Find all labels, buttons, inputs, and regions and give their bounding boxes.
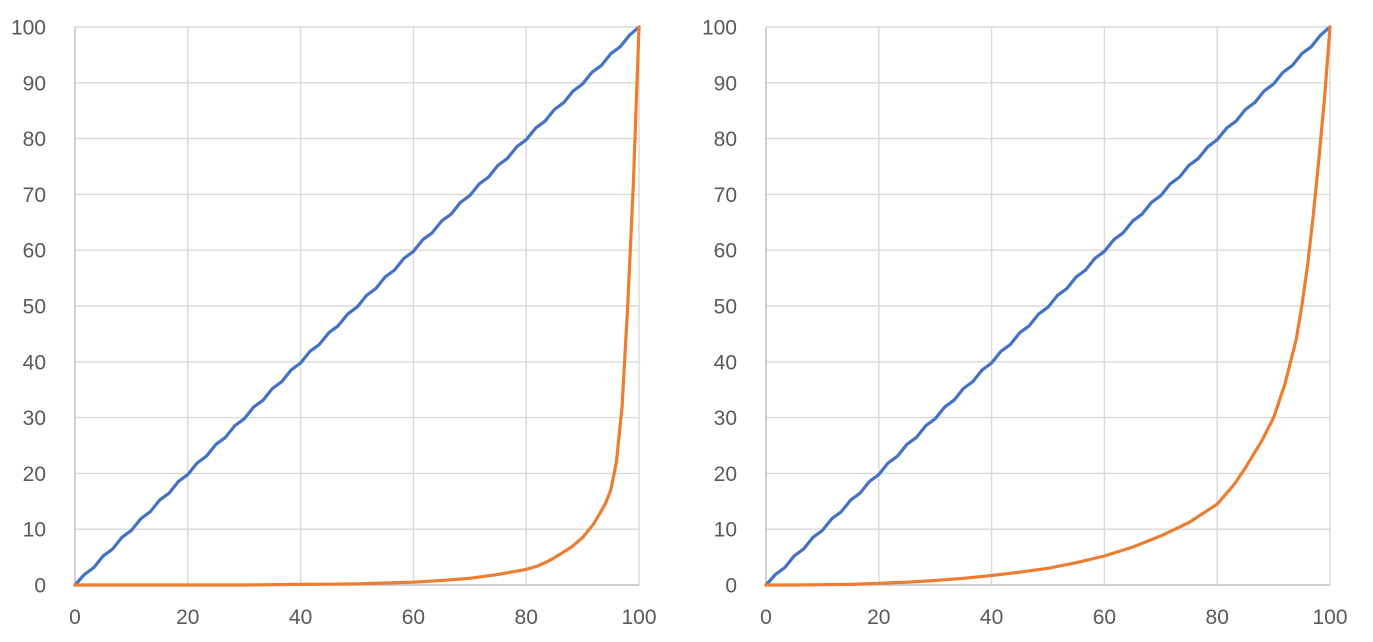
series-line-1 (764, 25, 1332, 587)
x-tick-label: 60 (402, 606, 425, 629)
y-tick-label: 70 (714, 184, 737, 207)
y-tick-label: 0 (725, 575, 737, 598)
y-tick-label: 20 (714, 463, 737, 486)
y-tick-label: 50 (714, 296, 737, 319)
y-tick-label: 90 (714, 72, 737, 95)
y-tick-label: 30 (23, 407, 46, 430)
y-tick-label: 50 (23, 296, 46, 319)
y-tick-label: 80 (23, 128, 46, 151)
x-tick-label: 0 (69, 606, 81, 629)
x-tick-label: 40 (980, 606, 1003, 629)
x-tick-label: 100 (621, 606, 656, 629)
y-tick-label: 10 (23, 519, 46, 542)
x-tick-label: 100 (1312, 606, 1347, 629)
y-tick-label: 40 (714, 351, 737, 374)
x-tick-label: 40 (289, 606, 312, 629)
y-tick-label: 100 (11, 17, 46, 40)
series-line-1 (73, 25, 641, 587)
right-chart: 0 10 20 30 40 50 60 70 80 90 100 0 20 40 60 80 100 (691, 0, 1351, 642)
y-tick-label: 10 (714, 519, 737, 542)
left-chart-plot: 0 10 20 30 40 50 60 70 80 90 100 0 20 40 60 80 100 (11, 17, 657, 630)
x-tick-label: 80 (515, 606, 538, 629)
y-tick-label: 20 (23, 463, 46, 486)
right-chart-plot: 0 10 20 30 40 50 60 70 80 90 100 0 20 40 60 80 100 (702, 17, 1348, 630)
y-tick-label: 70 (23, 184, 46, 207)
x-tick-label: 20 (867, 606, 890, 629)
y-tick-label: 40 (23, 351, 46, 374)
y-tick-label: 60 (714, 240, 737, 263)
x-tick-label: 80 (1206, 606, 1229, 629)
series-line-0 (764, 25, 1332, 587)
x-tick-label: 60 (1093, 606, 1116, 629)
y-tick-label: 30 (714, 407, 737, 430)
series-line-0 (73, 25, 641, 587)
y-tick-label: 0 (34, 575, 46, 598)
left-chart: 0 10 20 30 40 50 60 70 80 90 100 0 20 40 60 80 100 (0, 0, 660, 642)
y-tick-label: 80 (714, 128, 737, 151)
y-tick-label: 90 (23, 72, 46, 95)
y-tick-label: 100 (702, 17, 737, 40)
y-tick-label: 60 (23, 240, 46, 263)
x-tick-label: 0 (760, 606, 772, 629)
x-tick-label: 20 (176, 606, 199, 629)
